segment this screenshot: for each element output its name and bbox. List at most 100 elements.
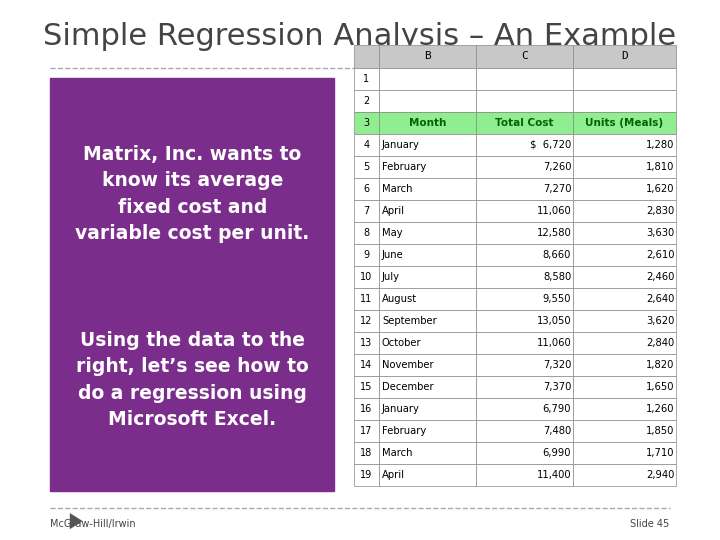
Bar xyxy=(476,200,573,221)
Bar xyxy=(573,244,676,266)
Text: 3,620: 3,620 xyxy=(646,315,675,326)
Text: 7,370: 7,370 xyxy=(543,382,571,392)
Bar xyxy=(354,244,379,266)
Text: February: February xyxy=(382,161,426,172)
Bar xyxy=(379,156,476,178)
Text: Matrix, Inc. wants to
know its average
fixed cost and
variable cost per unit.: Matrix, Inc. wants to know its average f… xyxy=(75,145,310,243)
Text: 2,830: 2,830 xyxy=(646,206,675,215)
Text: Using the data to the
right, let’s see how to
do a regression using
Microsoft Ex: Using the data to the right, let’s see h… xyxy=(76,330,309,429)
Text: 13: 13 xyxy=(360,338,372,348)
Bar xyxy=(476,376,573,397)
Text: 14: 14 xyxy=(360,360,372,369)
Bar xyxy=(354,397,379,420)
Bar xyxy=(476,221,573,244)
Bar xyxy=(379,376,476,397)
Text: 8: 8 xyxy=(364,227,369,238)
Bar xyxy=(476,90,573,111)
Text: 9: 9 xyxy=(364,249,369,260)
Bar xyxy=(573,463,676,485)
Text: 19: 19 xyxy=(360,470,372,480)
Text: 16: 16 xyxy=(360,403,372,414)
Bar xyxy=(354,376,379,397)
Bar xyxy=(573,287,676,309)
Text: 1,260: 1,260 xyxy=(646,403,675,414)
Text: McGraw-Hill/Irwin: McGraw-Hill/Irwin xyxy=(50,519,136,529)
Bar xyxy=(573,397,676,420)
Bar xyxy=(476,420,573,442)
Bar xyxy=(573,376,676,397)
Text: $  6,720: $ 6,720 xyxy=(530,139,571,150)
Text: 18: 18 xyxy=(360,448,372,457)
Text: Simple Regression Analysis – An Example: Simple Regression Analysis – An Example xyxy=(43,22,677,51)
Bar xyxy=(354,354,379,375)
Text: 7: 7 xyxy=(364,206,369,215)
Bar xyxy=(379,221,476,244)
Text: 7,270: 7,270 xyxy=(543,184,571,193)
Text: 11: 11 xyxy=(360,294,372,303)
Bar xyxy=(379,266,476,287)
Polygon shape xyxy=(70,513,83,529)
Text: 8,580: 8,580 xyxy=(543,272,571,281)
Bar xyxy=(573,420,676,442)
Bar xyxy=(354,463,379,485)
Text: 3: 3 xyxy=(364,118,369,127)
Bar xyxy=(354,90,379,111)
Bar xyxy=(354,200,379,221)
Bar xyxy=(573,354,676,375)
Text: August: August xyxy=(382,294,417,303)
Text: 11,060: 11,060 xyxy=(536,206,571,215)
Bar xyxy=(354,68,379,90)
Bar xyxy=(354,287,379,309)
Bar xyxy=(379,133,476,156)
Text: October: October xyxy=(382,338,421,348)
Bar xyxy=(379,309,476,332)
Text: 1,620: 1,620 xyxy=(646,184,675,193)
Text: 4: 4 xyxy=(364,139,369,150)
Bar xyxy=(379,45,476,68)
Bar xyxy=(354,442,379,463)
Text: 2,460: 2,460 xyxy=(646,272,675,281)
Text: Total Cost: Total Cost xyxy=(495,118,554,127)
Text: April: April xyxy=(382,206,405,215)
Bar xyxy=(379,68,476,90)
Bar xyxy=(573,68,676,90)
Text: 1: 1 xyxy=(364,73,369,84)
Bar xyxy=(476,354,573,375)
Text: 13,050: 13,050 xyxy=(536,315,571,326)
Bar xyxy=(354,111,379,133)
Bar xyxy=(379,442,476,463)
Text: 6: 6 xyxy=(364,184,369,193)
Bar xyxy=(573,133,676,156)
Bar xyxy=(476,287,573,309)
Bar xyxy=(476,463,573,485)
Bar xyxy=(379,111,476,133)
Bar xyxy=(354,309,379,332)
Text: February: February xyxy=(382,426,426,436)
Bar xyxy=(379,200,476,221)
Text: 2,940: 2,940 xyxy=(646,470,675,480)
Text: March: March xyxy=(382,448,413,457)
Text: 11,060: 11,060 xyxy=(536,338,571,348)
Bar xyxy=(379,354,476,375)
Text: June: June xyxy=(382,249,404,260)
Text: April: April xyxy=(382,470,405,480)
FancyBboxPatch shape xyxy=(50,78,334,491)
Bar xyxy=(573,111,676,133)
Text: May: May xyxy=(382,227,402,238)
Bar xyxy=(476,156,573,178)
Text: 11,400: 11,400 xyxy=(536,470,571,480)
Text: 2,640: 2,640 xyxy=(646,294,675,303)
Bar xyxy=(379,287,476,309)
Bar xyxy=(379,463,476,485)
Text: 1,650: 1,650 xyxy=(646,382,675,392)
Bar xyxy=(379,178,476,199)
Bar xyxy=(573,266,676,287)
Bar xyxy=(573,221,676,244)
Bar xyxy=(476,266,573,287)
Text: B: B xyxy=(424,51,431,62)
Text: 1,820: 1,820 xyxy=(646,360,675,369)
Bar xyxy=(379,332,476,354)
Text: March: March xyxy=(382,184,413,193)
Bar xyxy=(573,200,676,221)
Bar xyxy=(573,178,676,199)
